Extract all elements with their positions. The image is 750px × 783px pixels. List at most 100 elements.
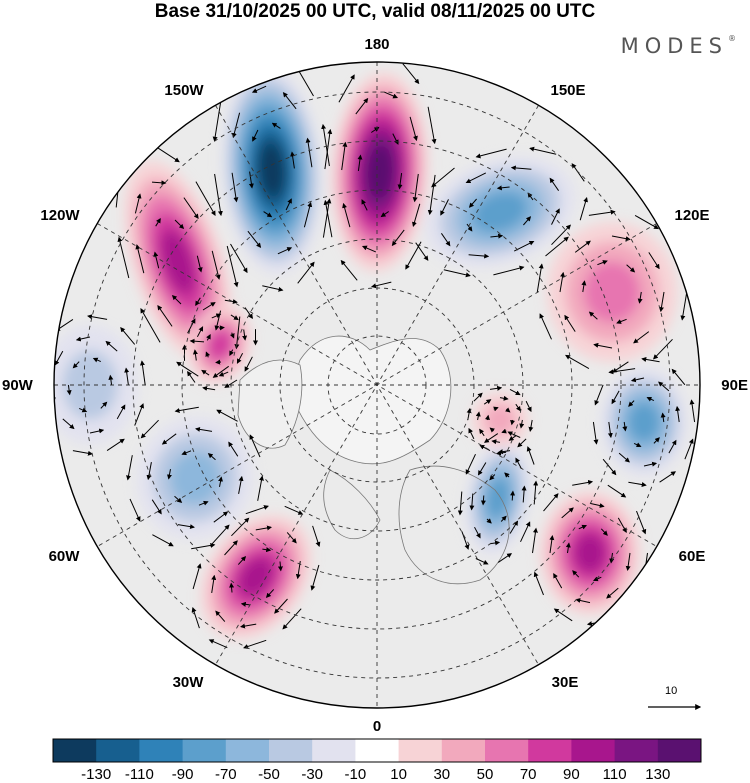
wind-vector [140, 419, 159, 439]
wind-vector [474, 526, 481, 539]
colorbar-tick-label: -130 [81, 766, 112, 783]
wind-vector [211, 574, 217, 593]
wind-vector [553, 608, 573, 622]
wind-vector [641, 357, 660, 363]
colorbar-tick-label: 70 [519, 766, 537, 783]
wind-vector [228, 441, 239, 457]
colorbar-swatch [96, 739, 140, 762]
wind-vector [284, 505, 304, 515]
wind-vector [689, 399, 696, 423]
wind-vector [255, 525, 272, 531]
wind-vector [519, 419, 525, 429]
wind-vector [195, 181, 216, 216]
wind-vector [146, 462, 152, 481]
wind-vector [116, 404, 126, 420]
wind-vector [409, 116, 418, 142]
wind-vector [489, 540, 501, 546]
wind-vector [621, 594, 637, 613]
wind-vector [247, 230, 262, 248]
wind-vector [72, 450, 93, 456]
wind-vector [290, 151, 296, 169]
wind-vector [245, 505, 269, 515]
wind-vector [174, 219, 185, 230]
wind-vector [625, 552, 631, 571]
wind-vector [216, 409, 238, 422]
anomaly-contour [628, 402, 660, 442]
wind-vector [231, 172, 239, 203]
wind-vector [479, 428, 485, 437]
wind-vector [617, 517, 627, 533]
wind-vector [489, 427, 495, 433]
wind-vector [305, 137, 313, 168]
wind-vector [602, 458, 617, 476]
wind-vector [211, 313, 222, 319]
anomaly-contour [238, 557, 274, 597]
wind-vector [508, 435, 517, 441]
wind-vector [202, 302, 216, 311]
wind-vector [242, 329, 248, 341]
colorbar-tick-label: 130 [645, 766, 671, 783]
wind-vector [572, 570, 580, 578]
wind-vector [618, 452, 630, 463]
wind-vector [473, 392, 483, 402]
wind-vector [475, 411, 481, 421]
wind-vector [526, 446, 535, 465]
wind-vector [236, 352, 244, 364]
wind-vector [213, 511, 229, 523]
wind-vector [431, 167, 455, 188]
wind-vector [62, 418, 75, 430]
wind-vector [622, 421, 628, 432]
wind-vector [211, 250, 221, 280]
wind-vector [427, 106, 437, 145]
colorbar-tick-label: -90 [171, 766, 194, 783]
wind-vector [684, 438, 694, 460]
wind-vector [192, 349, 198, 361]
wind-vector [485, 414, 490, 421]
wind-vector [533, 571, 544, 596]
wind-vector [475, 558, 489, 565]
wind-vector [504, 472, 510, 478]
wind-vector [282, 92, 297, 110]
wind-vector [229, 62, 247, 79]
wind-vector [477, 462, 487, 476]
wind-vector [37, 344, 45, 366]
wind-vector [229, 349, 234, 356]
colorbar-swatch [398, 739, 443, 762]
wind-vector [469, 493, 475, 511]
wind-vector [134, 193, 142, 214]
wind-vector [588, 209, 616, 216]
wind-vector [229, 332, 235, 339]
wind-vector [545, 236, 569, 257]
colorbar-swatch [614, 739, 659, 762]
wind-vector [578, 524, 588, 530]
wind-vector [606, 587, 619, 599]
wind-vector [151, 180, 167, 186]
anomaly-contour [208, 330, 232, 360]
wind-vector [100, 401, 108, 409]
wind-vector [402, 63, 420, 85]
wind-vector [120, 327, 136, 345]
anomaly-contour [472, 191, 528, 233]
wind-vector [176, 361, 199, 377]
wind-vector [637, 291, 643, 304]
wind-vector [515, 403, 521, 412]
lon-label-150e: 150E [550, 82, 586, 99]
wind-vector [355, 97, 369, 115]
colorbar-tick-label: -10 [344, 766, 367, 783]
wind-vector [671, 368, 686, 386]
colorbar-swatch [441, 739, 486, 762]
wind-vector [549, 535, 555, 554]
lon-label-180: 180 [364, 36, 390, 53]
wind-vector [600, 528, 608, 536]
wind-vector [559, 271, 566, 293]
wind-vector [465, 453, 476, 475]
wind-vector [668, 439, 677, 454]
wind-vector [230, 243, 248, 274]
wind-vector [75, 336, 91, 342]
wind-vector [323, 199, 333, 238]
wind-vector [461, 531, 470, 550]
colorbar-tick-label: 10 [390, 766, 407, 783]
wind-vector [609, 552, 615, 564]
wind-vector [653, 437, 660, 444]
wind-vector [427, 174, 436, 216]
